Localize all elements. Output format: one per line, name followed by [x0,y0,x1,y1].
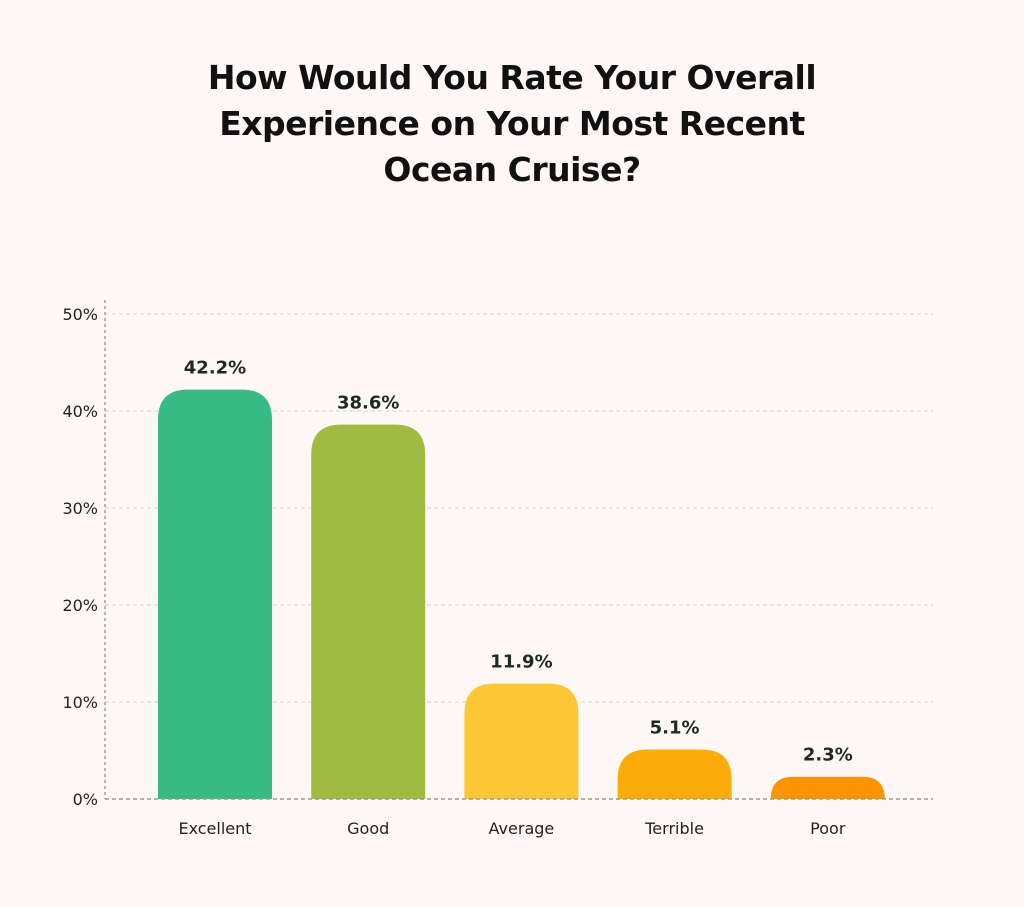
data-label: 2.3% [803,745,853,766]
y-tick-label: 50% [62,305,98,324]
data-label: 5.1% [650,718,700,739]
data-label: 38.6% [337,393,399,414]
x-tick-label: Terrible [644,819,704,838]
y-tick-label: 20% [62,596,98,615]
title-line: How Would You Rate Your Overall [207,58,817,97]
bar-terrible [617,749,732,799]
chart-title: How Would You Rate Your Overall Experien… [0,55,1024,193]
y-tick-label: 10% [62,693,98,712]
bar-good [311,424,426,799]
x-tick-label: Average [489,819,555,838]
x-tick-label: Poor [810,819,846,838]
bar-average [464,683,579,799]
x-tick-label: Excellent [178,819,251,838]
x-tick-label: Good [347,819,389,838]
data-label: 42.2% [184,358,246,379]
y-tick-label: 30% [62,499,98,518]
title-line: Experience on Your Most Recent [219,104,805,143]
bar-excellent [158,389,272,799]
data-label: 11.9% [490,652,552,673]
y-tick-label: 0% [73,790,98,809]
bar-poor [770,776,885,799]
y-tick-label: 40% [62,402,98,421]
title-line: Ocean Cruise? [383,150,641,189]
